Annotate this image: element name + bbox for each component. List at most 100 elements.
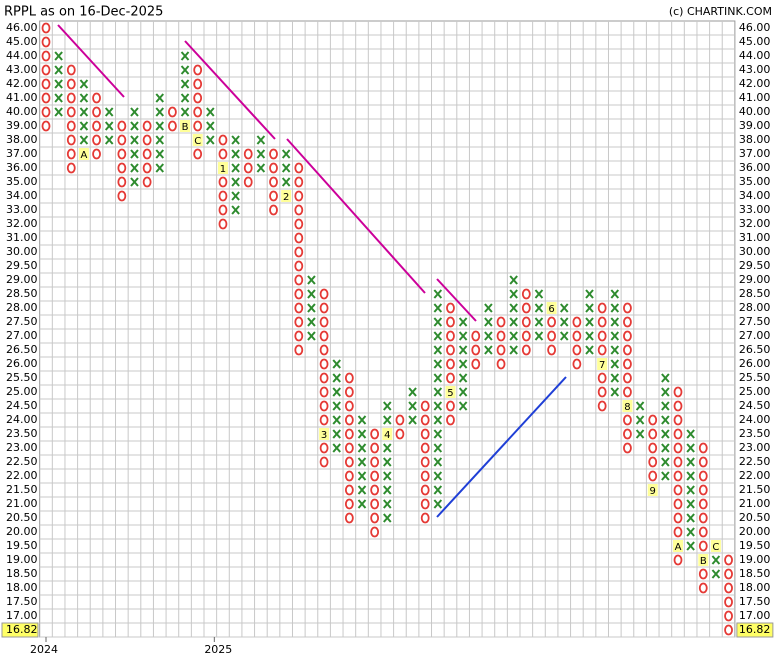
x-box — [180, 93, 190, 103]
o-box — [218, 204, 228, 216]
o-box — [319, 442, 329, 454]
x-box — [484, 303, 493, 313]
o-box — [698, 582, 708, 594]
o-box — [117, 134, 127, 146]
o-box — [420, 498, 430, 510]
o-box — [698, 526, 708, 538]
x-box — [231, 191, 240, 201]
x-box — [231, 205, 240, 215]
x-box — [509, 345, 518, 355]
y-tick-label-right: 32.00 — [739, 217, 771, 230]
o-box — [673, 526, 683, 538]
y-tick-label: 22.00 — [6, 469, 38, 482]
y-tick-label-right: 17.00 — [739, 609, 771, 622]
x-box — [307, 331, 316, 341]
x-box — [711, 569, 721, 579]
o-box — [66, 106, 76, 118]
x-box — [130, 163, 139, 173]
x-box — [206, 107, 215, 117]
o-box — [547, 316, 556, 328]
y-tick-label-right: 34.00 — [739, 189, 771, 202]
o-box — [724, 554, 733, 566]
x-box — [155, 149, 165, 159]
x-box — [509, 317, 518, 327]
x-box — [559, 317, 569, 327]
o-box — [673, 498, 683, 510]
x-box — [610, 345, 620, 355]
o-box — [41, 106, 51, 118]
y-tick-label: 43.00 — [6, 63, 38, 76]
month-marker: 7 — [599, 360, 605, 371]
y-tick-label: 29.50 — [6, 259, 38, 272]
y-tick-label-right: 25.50 — [739, 371, 771, 384]
x-box — [104, 135, 114, 145]
x-box — [357, 471, 367, 481]
x-box — [180, 51, 190, 61]
o-box — [319, 386, 329, 398]
o-box — [142, 176, 152, 188]
month-marker-box — [192, 134, 203, 146]
o-box — [41, 64, 51, 76]
y-tick-label: 24.00 — [6, 413, 38, 426]
o-box — [319, 358, 329, 370]
o-box — [319, 344, 329, 356]
x-box — [307, 275, 316, 285]
x-box — [231, 177, 240, 187]
o-box — [623, 330, 632, 342]
y-tick-label-right: 40.00 — [739, 105, 771, 118]
o-box — [92, 92, 101, 104]
o-box — [66, 134, 76, 146]
y-tick-label-right: 39.00 — [739, 119, 771, 132]
o-box — [41, 120, 51, 132]
x-box — [458, 359, 468, 369]
x-box — [433, 331, 443, 341]
x-box — [54, 107, 63, 117]
y-tick-label: 44.00 — [6, 49, 38, 62]
x-box — [661, 471, 670, 481]
y-tick-label: 29.00 — [6, 273, 38, 286]
y-tick-label-right: 28.50 — [739, 287, 771, 300]
y-tick-label: 19.50 — [6, 539, 38, 552]
o-box — [698, 456, 708, 468]
x-box — [281, 149, 291, 159]
x-box — [610, 331, 620, 341]
o-box — [496, 344, 506, 356]
o-box — [496, 316, 506, 328]
o-box — [597, 316, 607, 328]
x-box — [610, 289, 620, 299]
x-box — [206, 135, 215, 145]
o-box — [673, 442, 683, 454]
o-box — [269, 204, 278, 216]
x-box — [206, 121, 215, 131]
y-tick-label-right: 19.00 — [739, 553, 771, 566]
o-box — [41, 50, 51, 62]
o-box — [623, 386, 632, 398]
x-box — [79, 93, 89, 103]
x-box — [433, 401, 443, 411]
o-box — [724, 624, 733, 636]
o-box — [294, 204, 304, 216]
x-box — [484, 331, 493, 341]
o-box — [142, 148, 152, 160]
x-box — [307, 317, 316, 327]
y-tick-label: 39.00 — [6, 119, 38, 132]
x-box — [484, 345, 493, 355]
x-box — [433, 443, 443, 453]
o-box — [243, 162, 253, 174]
x-box — [534, 303, 544, 313]
y-tick-label-right: 26.50 — [739, 343, 771, 356]
y-tick-label: 33.00 — [6, 203, 38, 216]
y-tick-label-right: 29.50 — [739, 259, 771, 272]
x-box — [610, 387, 620, 397]
y-tick-label: 23.50 — [6, 427, 38, 440]
o-box — [370, 442, 380, 454]
o-box — [623, 358, 632, 370]
x-box — [686, 527, 695, 537]
o-box — [344, 414, 354, 426]
o-box — [319, 400, 329, 412]
o-box — [623, 344, 632, 356]
o-box — [623, 428, 632, 440]
o-box — [218, 148, 228, 160]
o-box — [572, 358, 582, 370]
